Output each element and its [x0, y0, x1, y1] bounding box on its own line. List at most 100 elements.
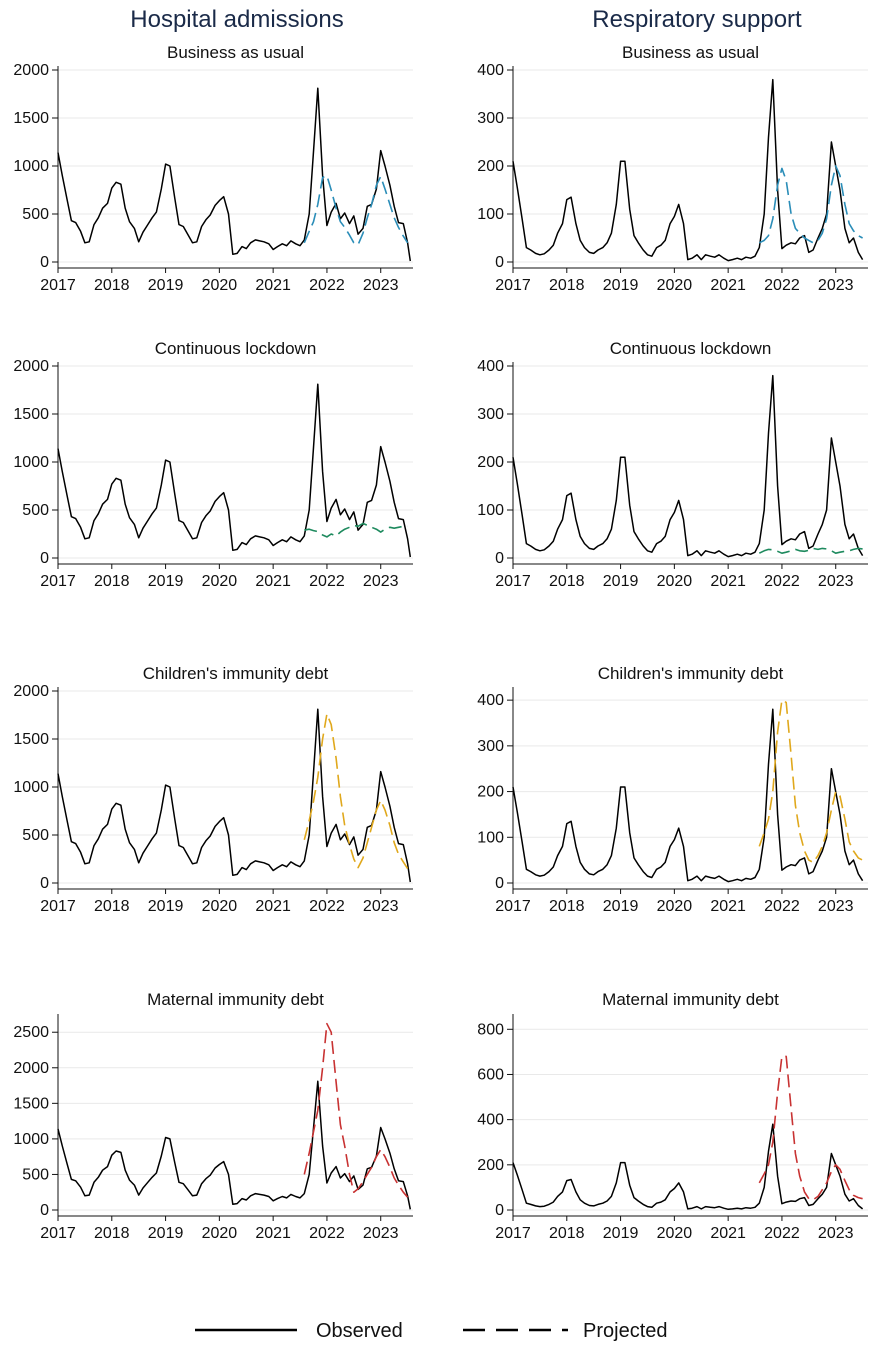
y-tick-label: 300	[477, 406, 504, 423]
y-tick-label: 1000	[13, 454, 49, 471]
x-tick-label: 2022	[764, 898, 800, 915]
panel-title: Children's immunity debt	[598, 664, 784, 683]
observed-line	[57, 87, 412, 262]
y-tick-label: 0	[40, 550, 49, 567]
x-tick-label: 2020	[202, 898, 238, 915]
y-tick-label: 0	[40, 254, 49, 271]
panel-title: Maternal immunity debt	[147, 990, 324, 1009]
legend: Observed Projected	[195, 1320, 668, 1342]
x-tick-label: 2023	[363, 277, 399, 294]
x-tick-label: 2022	[764, 277, 800, 294]
column-title-hospital-admissions: Hospital admissions	[130, 6, 344, 33]
x-tick-label: 2017	[495, 277, 531, 294]
observed-line	[57, 1080, 412, 1210]
chart-panel-0-1: Continuous lockdown 0 500 1000 1500 2000 2017 2…	[13, 339, 413, 590]
projected-line	[758, 699, 863, 864]
x-tick-label: 2020	[202, 277, 238, 294]
x-tick-label: 2019	[603, 1225, 639, 1242]
x-tick-label: 2017	[40, 277, 76, 294]
y-tick-label: 200	[477, 1157, 504, 1174]
x-tick-label: 2018	[549, 898, 585, 915]
y-tick-label: 0	[495, 1202, 504, 1219]
x-tick-label: 2019	[148, 573, 184, 590]
y-tick-label: 500	[22, 502, 49, 519]
chart-panel-1-1: Continuous lockdown 0 100 200 300 400 2017 2018…	[477, 339, 868, 590]
y-tick-label: 2500	[13, 1024, 49, 1041]
x-tick-label: 2022	[309, 898, 345, 915]
projected-line	[304, 522, 408, 538]
projected-line	[303, 174, 409, 246]
x-tick-label: 2018	[94, 1225, 130, 1242]
y-tick-label: 200	[477, 454, 504, 471]
x-tick-label: 2022	[309, 573, 345, 590]
y-tick-label: 400	[477, 692, 504, 709]
panel-title: Children's immunity debt	[143, 664, 329, 683]
legend-observed-label: Observed	[316, 1320, 403, 1342]
panel-title: Maternal immunity debt	[602, 990, 779, 1009]
y-tick-label: 200	[477, 784, 504, 801]
y-tick-label: 500	[22, 1166, 49, 1183]
observed-line	[57, 708, 412, 883]
column-title-respiratory-support: Respiratory support	[592, 6, 802, 33]
x-tick-label: 2021	[255, 1225, 291, 1242]
x-tick-label: 2022	[764, 1225, 800, 1242]
x-tick-label: 2017	[40, 1225, 76, 1242]
x-tick-label: 2023	[363, 1225, 399, 1242]
chart-panel-0-3: Maternal immunity debt 0 500 1000 1500 2000 25…	[13, 990, 413, 1242]
panel-title: Continuous lockdown	[155, 339, 317, 358]
observed-line	[512, 708, 864, 883]
x-tick-label: 2021	[255, 898, 291, 915]
chart-panel-0-2: Children's immunity debt 0 500 1000 1500 2000…	[13, 664, 413, 915]
x-tick-label: 2017	[40, 898, 76, 915]
y-tick-label: 1500	[13, 1095, 49, 1112]
chart-panel-0-0: Business as usual 0 500 1000 1500 2000 2017 201…	[13, 43, 413, 294]
projected-line	[758, 547, 863, 554]
x-tick-label: 2022	[309, 277, 345, 294]
panel-title: Business as usual	[167, 43, 304, 62]
observed-line	[512, 1123, 864, 1211]
y-tick-label: 0	[495, 254, 504, 271]
y-tick-label: 500	[22, 206, 49, 223]
x-tick-label: 2021	[255, 573, 291, 590]
x-tick-label: 2023	[363, 573, 399, 590]
y-tick-label: 600	[477, 1066, 504, 1083]
y-tick-label: 2000	[13, 683, 49, 700]
x-tick-label: 2018	[94, 277, 130, 294]
x-tick-label: 2019	[603, 573, 639, 590]
y-tick-label: 0	[40, 875, 49, 892]
x-tick-label: 2018	[94, 573, 130, 590]
projected-line	[758, 1055, 863, 1201]
y-tick-label: 1000	[13, 1131, 49, 1148]
y-tick-label: 500	[22, 827, 49, 844]
x-tick-label: 2020	[657, 898, 693, 915]
x-tick-label: 2017	[495, 573, 531, 590]
observed-line	[512, 374, 864, 558]
y-tick-label: 300	[477, 110, 504, 127]
panel-title: Continuous lockdown	[610, 339, 772, 358]
y-tick-label: 300	[477, 738, 504, 755]
x-tick-label: 2021	[710, 573, 746, 590]
x-tick-label: 2022	[309, 1225, 345, 1242]
x-tick-label: 2017	[40, 573, 76, 590]
x-tick-label: 2023	[818, 898, 854, 915]
y-tick-label: 2000	[13, 62, 49, 79]
x-tick-label: 2018	[549, 277, 585, 294]
x-tick-label: 2019	[148, 1225, 184, 1242]
chart-panel-1-3: Maternal immunity debt 0 200 400 600 800 2017 2…	[477, 990, 868, 1242]
y-tick-label: 0	[40, 1202, 49, 1219]
projected-line	[303, 1022, 409, 1198]
x-tick-label: 2018	[549, 1225, 585, 1242]
y-tick-label: 1500	[13, 406, 49, 423]
x-tick-label: 2023	[818, 573, 854, 590]
x-tick-label: 2023	[363, 898, 399, 915]
chart-panel-1-2: Children's immunity debt 0 100 200 300 400 201…	[477, 664, 868, 915]
x-tick-label: 2021	[255, 277, 291, 294]
y-tick-label: 800	[477, 1021, 504, 1038]
x-tick-label: 2019	[148, 277, 184, 294]
x-tick-label: 2020	[202, 573, 238, 590]
projected-line	[758, 165, 863, 244]
x-tick-label: 2020	[657, 277, 693, 294]
x-tick-label: 2018	[94, 898, 130, 915]
x-tick-label: 2019	[148, 898, 184, 915]
